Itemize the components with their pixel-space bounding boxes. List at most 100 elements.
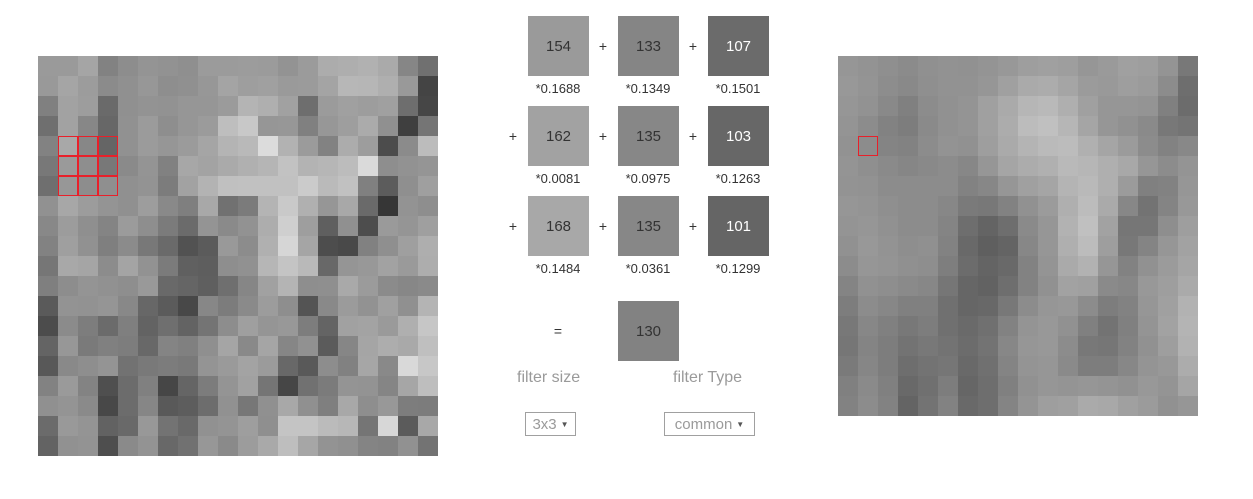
pixel-cell[interactable] (1138, 236, 1158, 256)
pixel-cell[interactable] (1178, 136, 1198, 156)
pixel-cell[interactable] (318, 56, 338, 76)
pixel-cell[interactable] (1158, 116, 1178, 136)
pixel-cell[interactable] (398, 316, 418, 336)
pixel-cell[interactable] (1158, 396, 1178, 416)
pixel-cell[interactable] (1018, 296, 1038, 316)
pixel-cell[interactable] (218, 56, 238, 76)
pixel-cell[interactable] (1018, 376, 1038, 396)
pixel-cell[interactable] (338, 356, 358, 376)
pixel-cell[interactable] (78, 196, 98, 216)
pixel-cell[interactable] (998, 236, 1018, 256)
pixel-cell[interactable] (98, 296, 118, 316)
pixel-cell[interactable] (278, 376, 298, 396)
pixel-cell[interactable] (78, 376, 98, 396)
pixel-cell[interactable] (338, 376, 358, 396)
pixel-cell[interactable] (138, 56, 158, 76)
pixel-cell[interactable] (158, 316, 178, 336)
pixel-cell[interactable] (218, 296, 238, 316)
pixel-cell[interactable] (58, 216, 78, 236)
pixel-cell[interactable] (318, 376, 338, 396)
pixel-cell[interactable] (138, 436, 158, 456)
pixel-cell[interactable] (218, 96, 238, 116)
pixel-cell[interactable] (858, 56, 878, 76)
pixel-cell[interactable] (238, 56, 258, 76)
pixel-cell[interactable] (418, 356, 438, 376)
pixel-cell[interactable] (938, 356, 958, 376)
pixel-cell[interactable] (218, 416, 238, 436)
pixel-cell[interactable] (98, 276, 118, 296)
pixel-cell[interactable] (878, 296, 898, 316)
pixel-cell[interactable] (258, 156, 278, 176)
pixel-cell[interactable] (318, 76, 338, 96)
pixel-cell[interactable] (998, 136, 1018, 156)
pixel-cell[interactable] (918, 136, 938, 156)
pixel-cell[interactable] (978, 196, 998, 216)
pixel-cell[interactable] (1098, 56, 1118, 76)
pixel-cell[interactable] (398, 176, 418, 196)
pixel-cell[interactable] (998, 356, 1018, 376)
pixel-cell[interactable] (1098, 236, 1118, 256)
pixel-cell[interactable] (998, 256, 1018, 276)
pixel-cell[interactable] (38, 416, 58, 436)
pixel-cell[interactable] (258, 76, 278, 96)
pixel-cell[interactable] (318, 116, 338, 136)
pixel-cell[interactable] (1158, 376, 1178, 396)
pixel-cell[interactable] (178, 76, 198, 96)
pixel-cell[interactable] (118, 436, 138, 456)
pixel-cell[interactable] (1158, 336, 1178, 356)
pixel-cell[interactable] (1118, 276, 1138, 296)
pixel-cell[interactable] (118, 256, 138, 276)
pixel-cell[interactable] (118, 296, 138, 316)
pixel-cell[interactable] (898, 336, 918, 356)
pixel-cell[interactable] (978, 76, 998, 96)
pixel-cell[interactable] (298, 196, 318, 216)
pixel-cell[interactable] (1038, 156, 1058, 176)
pixel-cell[interactable] (258, 196, 278, 216)
pixel-cell[interactable] (238, 96, 258, 116)
pixel-cell[interactable] (958, 76, 978, 96)
pixel-cell[interactable] (1058, 296, 1078, 316)
pixel-cell[interactable] (878, 176, 898, 196)
pixel-cell[interactable] (1058, 76, 1078, 96)
pixel-cell[interactable] (1078, 356, 1098, 376)
pixel-cell[interactable] (858, 136, 878, 156)
pixel-cell[interactable] (398, 236, 418, 256)
pixel-cell[interactable] (1018, 236, 1038, 256)
pixel-cell[interactable] (378, 236, 398, 256)
pixel-cell[interactable] (1038, 236, 1058, 256)
pixel-cell[interactable] (1178, 316, 1198, 336)
pixel-cell[interactable] (258, 136, 278, 156)
pixel-cell[interactable] (258, 316, 278, 336)
pixel-cell[interactable] (178, 116, 198, 136)
pixel-cell[interactable] (258, 356, 278, 376)
pixel-cell[interactable] (918, 116, 938, 136)
pixel-cell[interactable] (98, 436, 118, 456)
pixel-cell[interactable] (118, 176, 138, 196)
pixel-cell[interactable] (238, 436, 258, 456)
pixel-cell[interactable] (1158, 356, 1178, 376)
pixel-cell[interactable] (118, 156, 138, 176)
pixel-cell[interactable] (118, 416, 138, 436)
pixel-cell[interactable] (58, 396, 78, 416)
pixel-cell[interactable] (1038, 196, 1058, 216)
pixel-cell[interactable] (178, 176, 198, 196)
pixel-cell[interactable] (1038, 76, 1058, 96)
pixel-cell[interactable] (78, 316, 98, 336)
pixel-cell[interactable] (318, 96, 338, 116)
pixel-cell[interactable] (78, 276, 98, 296)
pixel-cell[interactable] (198, 316, 218, 336)
pixel-cell[interactable] (1178, 396, 1198, 416)
pixel-cell[interactable] (398, 336, 418, 356)
pixel-cell[interactable] (278, 216, 298, 236)
pixel-cell[interactable] (298, 76, 318, 96)
pixel-cell[interactable] (1138, 396, 1158, 416)
pixel-cell[interactable] (1078, 176, 1098, 196)
pixel-cell[interactable] (1078, 76, 1098, 96)
pixel-cell[interactable] (38, 196, 58, 216)
pixel-cell[interactable] (958, 236, 978, 256)
pixel-cell[interactable] (198, 236, 218, 256)
pixel-cell[interactable] (878, 256, 898, 276)
pixel-cell[interactable] (1178, 336, 1198, 356)
pixel-cell[interactable] (858, 116, 878, 136)
pixel-cell[interactable] (358, 296, 378, 316)
